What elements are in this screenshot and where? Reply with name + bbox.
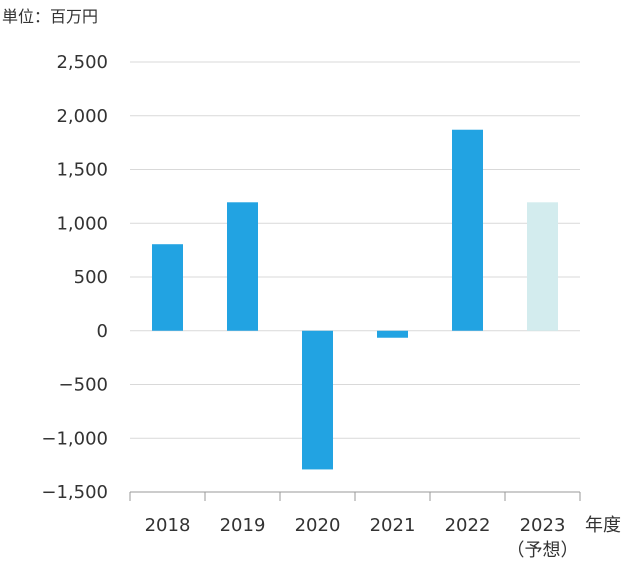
bar-2021 [377, 330, 408, 338]
bar-2020 [302, 330, 333, 470]
x-tick-label: 2021 [370, 515, 416, 536]
bars [152, 129, 558, 470]
y-tick-label: 2,500 [56, 52, 108, 73]
y-tick-label: 2,000 [56, 106, 108, 127]
y-tick-label: −500 [59, 375, 108, 396]
y-tick-label: −1,500 [41, 482, 108, 503]
y-tick-label: 1,500 [56, 160, 108, 181]
x-tick-sublabel: （予想） [507, 540, 579, 561]
bar-2022 [452, 129, 483, 331]
x-tick-label: 2022 [445, 515, 491, 536]
x-tick-label: 2020 [295, 515, 341, 536]
bar-2018 [152, 244, 183, 331]
x-tick-label: 2018 [145, 515, 191, 536]
bar-2023 [527, 202, 558, 331]
x-tick-label: 2023 [520, 515, 566, 536]
y-tick-label: 0 [97, 321, 108, 342]
unit-label: 単位：百万円 [2, 7, 98, 26]
x-axis-label: 年度 [585, 515, 621, 536]
y-tick-label: 1,000 [56, 213, 108, 234]
y-axis-ticks: 2,500 2,000 1,500 1,000 500 0 −500 −1,000 −1,500 [41, 52, 108, 503]
x-axis: 2018 2019 2020 2021 2022 2023 （予想） [129, 491, 581, 561]
y-tick-label: 500 [74, 267, 108, 288]
y-tick-label: −1,000 [41, 428, 108, 449]
gridlines [130, 61, 580, 439]
x-tick-label: 2019 [220, 515, 266, 536]
bar-2019 [227, 202, 258, 331]
